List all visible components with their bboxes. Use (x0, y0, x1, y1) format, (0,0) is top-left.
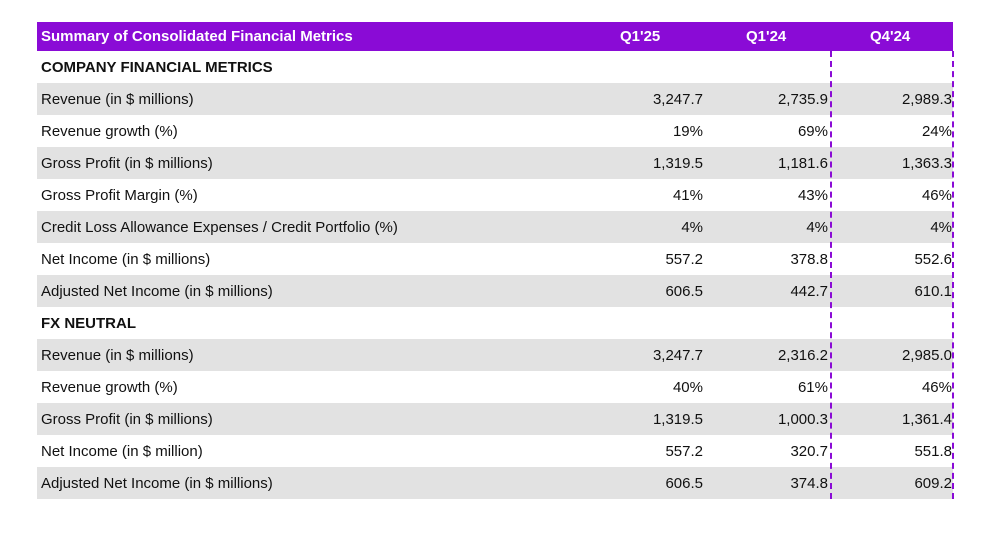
row-value: 378.8 (790, 250, 828, 268)
row-value: 1,181.6 (777, 154, 828, 172)
table-row: Gross Profit Margin (%) 41% 43% 46% (37, 179, 953, 211)
row-value: 320.7 (790, 442, 828, 460)
row-value: 2,989.3 (901, 90, 952, 108)
row-value: 46% (921, 186, 952, 204)
row-label: Net Income (in $ millions) (41, 250, 211, 268)
row-label: Gross Profit (in $ millions) (41, 410, 213, 428)
row-value: 374.8 (790, 474, 828, 492)
row-value: 606.5 (665, 282, 703, 300)
row-value: 46% (921, 378, 952, 396)
row-value: 1,319.5 (652, 154, 703, 172)
row-value: 1,361.4 (901, 410, 952, 428)
row-value: 1,319.5 (652, 410, 703, 428)
row-value: 61% (797, 378, 828, 396)
row-label: Adjusted Net Income (in $ millions) (41, 474, 273, 492)
table-row: Revenue growth (%) 19% 69% 24% (37, 115, 953, 147)
section-heading-row: COMPANY FINANCIAL METRICS (37, 51, 953, 83)
row-label: Gross Profit (in $ millions) (41, 154, 213, 172)
row-value: 4% (930, 218, 952, 236)
row-value: 557.2 (665, 250, 703, 268)
row-value: 551.8 (914, 442, 952, 460)
section-heading-row: FX NEUTRAL (37, 307, 953, 339)
row-value: 1,000.3 (777, 410, 828, 428)
table-row: Gross Profit (in $ millions) 1,319.5 1,181… (37, 147, 953, 179)
row-label: Revenue (in $ millions) (41, 90, 194, 108)
row-value: 4% (806, 218, 828, 236)
row-value: 3,247.7 (652, 346, 703, 364)
row-value: 1,363.3 (901, 154, 952, 172)
table-row: Adjusted Net Income (in $ millions) 606.5… (37, 275, 953, 307)
table-row: Revenue growth (%) 40% 61% 46% (37, 371, 953, 403)
row-label: Credit Loss Allowance Expenses / Credit … (41, 218, 398, 236)
row-value: 442.7 (790, 282, 828, 300)
row-value: 41% (672, 186, 703, 204)
row-value: 610.1 (914, 282, 952, 300)
column-divider-dashed (952, 51, 954, 499)
row-value: 40% (672, 378, 703, 396)
row-value: 2,735.9 (777, 90, 828, 108)
row-value: 43% (797, 186, 828, 204)
table-row: Revenue (in $ millions) 3,247.7 2,735.9 2,9… (37, 83, 953, 115)
table-row: Revenue (in $ millions) 3,247.7 2,316.2 2,9… (37, 339, 953, 371)
table-row: Gross Profit (in $ millions) 1,319.5 1,000… (37, 403, 953, 435)
row-value: 552.6 (914, 250, 952, 268)
table-row: Net Income (in $ millions) 557.2 378.8 552.… (37, 243, 953, 275)
table-row: Credit Loss Allowance Expenses / Credit … (37, 211, 953, 243)
row-value: 609.2 (914, 474, 952, 492)
section-heading: COMPANY FINANCIAL METRICS (41, 58, 273, 76)
table-row: Net Income (in $ million) 557.2 320.7 551.8 (37, 435, 953, 467)
row-value: 3,247.7 (652, 90, 703, 108)
row-label: Adjusted Net Income (in $ millions) (41, 282, 273, 300)
table-title: Summary of Consolidated Financial Metric… (41, 28, 353, 45)
row-value: 19% (672, 122, 703, 140)
financial-metrics-table: Summary of Consolidated Financial Metric… (37, 22, 954, 499)
row-label: Revenue (in $ millions) (41, 346, 194, 364)
column-header-q1-25: Q1'25 (620, 28, 661, 45)
row-label: Net Income (in $ million) (41, 442, 203, 460)
row-label: Revenue growth (%) (41, 122, 178, 140)
section-heading: FX NEUTRAL (41, 314, 136, 332)
row-value: 557.2 (665, 442, 703, 460)
column-divider-dashed (830, 51, 832, 499)
row-value: 606.5 (665, 474, 703, 492)
column-header-q4-24: Q4'24 (870, 28, 911, 45)
column-header-q1-24: Q1'24 (746, 28, 787, 45)
table-header-row: Summary of Consolidated Financial Metric… (37, 22, 953, 51)
table-row: Adjusted Net Income (in $ millions) 606.5… (37, 467, 953, 499)
row-value: 2,316.2 (777, 346, 828, 364)
row-value: 24% (921, 122, 952, 140)
row-value: 69% (797, 122, 828, 140)
row-label: Gross Profit Margin (%) (41, 186, 198, 204)
row-value: 4% (681, 218, 703, 236)
table-body: COMPANY FINANCIAL METRICS Revenue (in $ m… (37, 51, 953, 499)
row-value: 2,985.0 (901, 346, 952, 364)
row-label: Revenue growth (%) (41, 378, 178, 396)
